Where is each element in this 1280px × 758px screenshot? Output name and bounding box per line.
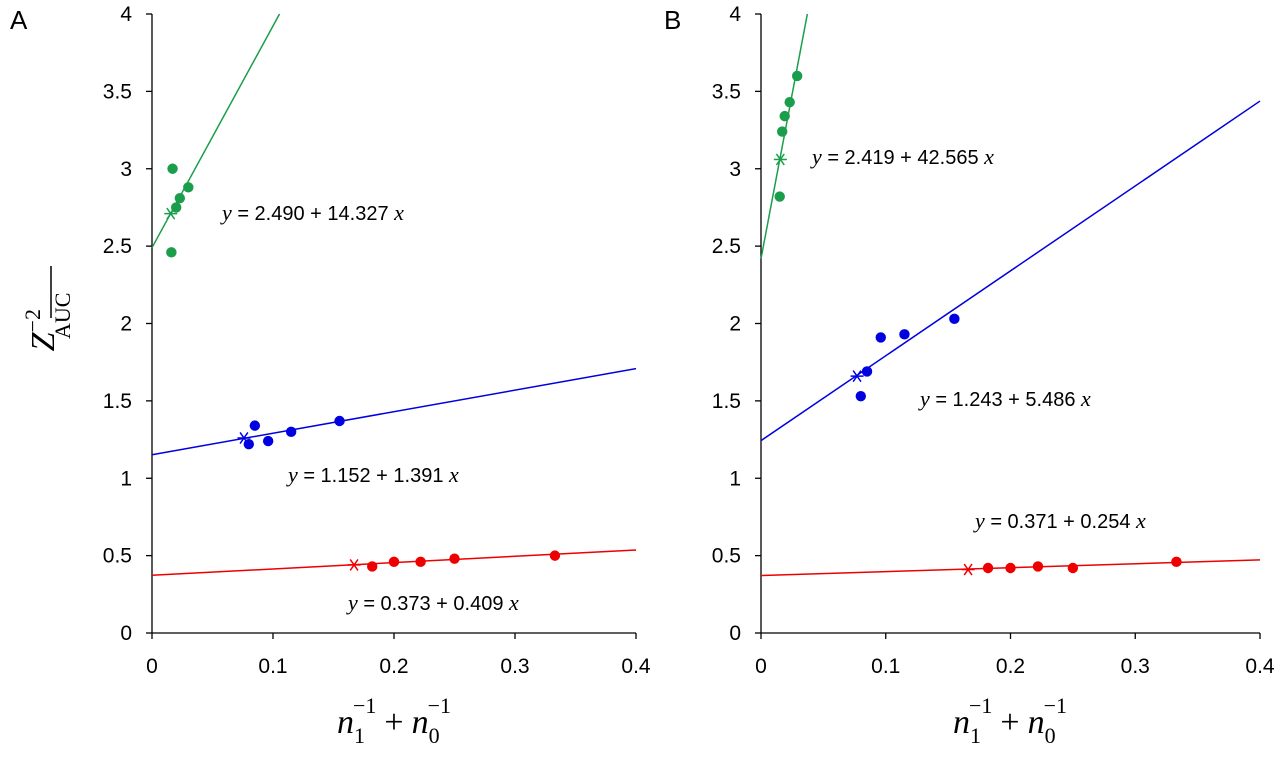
panel-a-axes xyxy=(151,14,636,634)
panel-b-red-point xyxy=(1171,556,1182,568)
y-axis-title-main: Z xyxy=(25,331,62,351)
svg-text:n1−1+n0−1: n1−1 + n0−1 xyxy=(337,693,451,748)
panel-b-red-point xyxy=(1005,562,1016,574)
panel-b-green-point xyxy=(774,191,785,202)
panel-a: A 0 0.5 1 1.5 2 2.5 3 3.5 4 0 0.1 0.2 0.3 0.4 y = 2.4… xyxy=(10,3,651,678)
panel-a-y-tick-label: 3.5 xyxy=(103,80,132,103)
panel-a-blue-fit-line xyxy=(151,367,637,456)
panel-a-red-point xyxy=(388,556,400,568)
panel-b-label: B xyxy=(664,5,681,35)
x-axis-title-a: n1−1 + n0−1 xyxy=(337,693,451,748)
panel-a-y-tick-label: 2.5 xyxy=(103,235,132,258)
panel-b-green-point xyxy=(791,70,803,82)
panel-a-green-point xyxy=(167,163,178,174)
panel-a-y-tick-label: 4 xyxy=(120,3,132,26)
panel-b-y-tick-label: 2 xyxy=(729,313,741,336)
panel-b-red-equation: y = 0.371 + 0.254 x xyxy=(973,508,1146,533)
panel-a-red-star-marker xyxy=(347,558,361,571)
y-axis-title-sup: −2 xyxy=(20,309,45,332)
panel-b-x-tick-label: 0.2 xyxy=(996,655,1025,678)
panel-a-green-equation: y = 2.490 + 14.327 x xyxy=(220,200,404,225)
panel-a-label: A xyxy=(10,5,28,35)
panel-b-y-tick-label: 0 xyxy=(729,622,741,645)
panel-b-x-tick-label: 0 xyxy=(755,655,767,678)
panel-a-blue-point xyxy=(334,415,345,427)
panel-b-blue-point xyxy=(949,313,960,325)
panel-b-green-star-marker xyxy=(773,153,787,166)
panel-b-red-point xyxy=(1067,562,1079,574)
panel-b-y-tick-label: 4 xyxy=(729,3,741,26)
panel-b-red-star-marker xyxy=(961,563,975,576)
y-axis-title-sub: AUC xyxy=(50,293,75,339)
panel-b-blue-point xyxy=(899,329,910,340)
panel-a-y-tick-label: 3 xyxy=(120,158,132,181)
panel-a-blue-point xyxy=(262,435,274,447)
panel-a-red-point xyxy=(367,561,378,572)
panel-a-red-point xyxy=(549,550,561,561)
panel-b-y-tick-label: 1 xyxy=(729,467,741,490)
panel-b-red-point xyxy=(982,562,994,574)
panel-a-red-equation: y = 0.373 + 0.409 x xyxy=(346,590,519,615)
y-axis-title: Z−2 AUC xyxy=(20,266,75,351)
panel-a-blue-point xyxy=(249,420,261,431)
panel-b-red-point xyxy=(1032,561,1044,572)
svg-text:n1−1+n0−1: n1−1 + n0−1 xyxy=(953,693,1067,748)
panel-b-x-tick-label: 0.3 xyxy=(1121,655,1150,678)
panel-a-green-point xyxy=(166,247,177,258)
panel-b-green-point xyxy=(784,97,795,108)
panel-a-y-tick-label: 2 xyxy=(120,313,132,336)
panel-b-green-point xyxy=(779,110,790,122)
panel-a-x-tick-label: 0.3 xyxy=(500,655,529,678)
panel-b-y-tick-label: 0.5 xyxy=(712,545,741,568)
panel-a-x-tick-label: 0.1 xyxy=(258,655,287,678)
panel-b: B 0 0.5 1 1.5 2 2.5 3 3.5 4 0 0.1 0.2 0.3 0.4 y = 2.4… xyxy=(664,3,1275,678)
panel-a-x-tick-label: 0 xyxy=(146,655,158,678)
panel-a-y-tick-label: 0 xyxy=(120,622,132,645)
panel-a-blue-equation: y = 1.152 + 1.391 x xyxy=(286,462,459,487)
panel-a-green-point xyxy=(183,182,194,193)
panel-b-green-equation: y = 2.419 + 42.565 x xyxy=(810,144,994,169)
panel-b-y-tick-label: 3.5 xyxy=(712,80,741,103)
panel-a-y-tick-label: 1 xyxy=(120,467,132,490)
panel-a-x-tick-label: 0.2 xyxy=(379,655,408,678)
panel-b-blue-point xyxy=(855,391,866,402)
panel-b-blue-star-marker xyxy=(850,370,864,383)
panel-a-green-point xyxy=(174,192,186,204)
panel-a-blue-point xyxy=(285,426,297,438)
panel-a-red-point xyxy=(449,553,460,564)
panel-b-axes xyxy=(760,14,1260,634)
panel-b-blue-fit-line xyxy=(760,100,1261,442)
panel-b-y-tick-label: 2.5 xyxy=(712,235,741,258)
panel-b-green-point xyxy=(777,126,788,137)
panel-a-x-tick-label: 0.4 xyxy=(621,655,651,678)
x-axis-title-b: n1−1 + n0−1 xyxy=(953,693,1067,748)
panel-b-blue-point xyxy=(875,332,886,343)
panel-b-y-tick-label: 1.5 xyxy=(712,390,741,413)
panel-b-x-tick-label: 0.4 xyxy=(1245,655,1275,678)
panel-a-y-tick-label: 1.5 xyxy=(103,390,132,413)
panel-b-x-tick-label: 0.1 xyxy=(871,655,900,678)
panel-b-blue-point xyxy=(861,366,873,377)
panel-a-green-star-marker xyxy=(164,207,178,220)
panel-a-red-point xyxy=(415,556,426,568)
panel-a-y-tick-label: 0.5 xyxy=(103,545,132,568)
panel-b-y-tick-label: 3 xyxy=(729,158,741,181)
panel-b-blue-equation: y = 1.243 + 5.486 x xyxy=(918,386,1091,411)
panel-a-blue-star-marker xyxy=(237,432,251,444)
